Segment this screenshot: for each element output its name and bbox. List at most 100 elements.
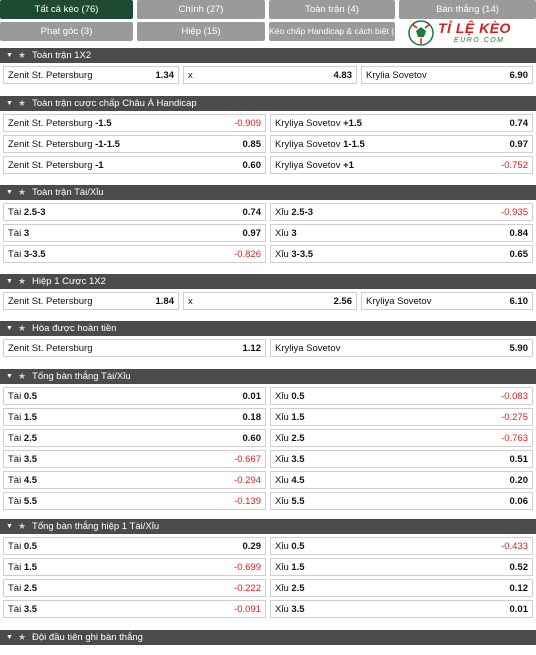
odds-cell[interactable]: Tài 5.5 -0.139 <box>3 492 266 510</box>
section-header[interactable]: ▼ ★ Tổng bàn thắng hiệp 1 Tài/Xỉu <box>0 519 536 534</box>
odds-cell[interactable]: Zenit St. Petersburg -1.5 -0.909 <box>3 114 266 132</box>
odds-cell[interactable]: Xỉu 3-3.5 0.65 <box>270 245 533 263</box>
section-header[interactable]: ▼ ★ Toàn trận cược chấp Châu Á Handicap <box>0 96 536 111</box>
odds-cell[interactable]: Xỉu 3 0.84 <box>270 224 533 242</box>
star-icon[interactable]: ★ <box>17 521 27 531</box>
selection-label: Tài 2.5 <box>8 582 38 594</box>
odds-row: Tài 3 0.97 Xỉu 3 0.84 <box>0 224 536 245</box>
odds-cell[interactable]: Kryliya Sovetov 6.10 <box>361 292 533 310</box>
selection-label: Xỉu 0.5 <box>275 390 305 402</box>
odds-row: Tài 3-3.5 -0.826 Xỉu 3-3.5 0.65 <box>0 245 536 266</box>
odds-cell[interactable]: Xỉu 3.5 0.01 <box>270 600 533 618</box>
odds-cell[interactable]: Kryliya Sovetov +1 -0.752 <box>270 156 533 174</box>
odds-row: Zenit St. Petersburg 1.84 x 2.56 Kryliya Sov… <box>0 292 536 313</box>
caret-down-icon[interactable]: ▼ <box>6 523 13 530</box>
star-icon[interactable]: ★ <box>17 98 27 108</box>
odds-cell[interactable]: Tài 1.5 -0.699 <box>3 558 266 576</box>
section-title: Hòa được hoàn tiền <box>32 323 117 334</box>
star-icon[interactable]: ★ <box>17 187 27 197</box>
odds-cell[interactable]: Tài 2.5-3 0.74 <box>3 203 266 221</box>
section-header[interactable]: ▼ ★ Toàn trận 1X2 <box>0 48 536 63</box>
caret-down-icon[interactable]: ▼ <box>6 634 13 641</box>
handicap-line: 1.5 <box>23 561 38 573</box>
odds-cell[interactable]: Tài 0.5 0.01 <box>3 387 266 405</box>
odds-cell[interactable]: Xỉu 1.5 -0.275 <box>270 408 533 426</box>
caret-down-icon[interactable]: ▼ <box>6 278 13 285</box>
odds-cell[interactable]: Tài 3-3.5 -0.826 <box>3 245 266 263</box>
odds-cell[interactable]: Xỉu 0.5 -0.433 <box>270 537 533 555</box>
odds-cell[interactable]: Xỉu 5.5 0.06 <box>270 492 533 510</box>
odds-cell[interactable]: Xỉu 2.5-3 -0.935 <box>270 203 533 221</box>
tab-half[interactable]: Hiệp (15) <box>137 22 265 41</box>
odds-cell[interactable]: x 4.83 <box>183 66 357 84</box>
odds-cell[interactable]: Zenit St. Petersburg -1 0.60 <box>3 156 266 174</box>
odds-cell[interactable]: Krylia Sovetov 6.90 <box>361 66 533 84</box>
odds-value: 0.60 <box>242 159 262 171</box>
selection-label: Tài 2.5-3 <box>8 206 46 218</box>
caret-down-icon[interactable]: ▼ <box>6 373 13 380</box>
odds-row: Tài 3.5 -0.667 Xỉu 3.5 0.51 <box>0 450 536 471</box>
odds-cell[interactable]: Tài 2.5 0.60 <box>3 429 266 447</box>
odds-value: 0.29 <box>242 540 262 552</box>
odds-cell[interactable]: Xỉu 3.5 0.51 <box>270 450 533 468</box>
star-icon[interactable]: ★ <box>17 276 27 286</box>
selection-label: Zenit St. Petersburg <box>8 342 93 354</box>
odds-cell[interactable]: Xỉu 2.5 -0.763 <box>270 429 533 447</box>
selection-label: x <box>188 69 193 81</box>
tab-goals[interactable]: Bàn thắng (14) <box>399 0 536 19</box>
odds-cell[interactable]: Kryliya Sovetov +1.5 0.74 <box>270 114 533 132</box>
odds-cell[interactable]: Zenit St. Petersburg 1.12 <box>3 339 266 357</box>
odds-cell[interactable]: Xỉu 1.5 0.52 <box>270 558 533 576</box>
section-header[interactable]: ▼ ★ Đội đầu tiên ghi bàn thắng <box>0 630 536 645</box>
caret-down-icon[interactable]: ▼ <box>6 52 13 59</box>
tab-main[interactable]: Chính (27) <box>137 0 265 19</box>
selection-label: Tài 0.5 <box>8 540 38 552</box>
odds-cell[interactable]: Kryliya Sovetov 1-1.5 0.97 <box>270 135 533 153</box>
odds-row: Zenit St. Petersburg 1.12 Kryliya Sovetov 5… <box>0 339 536 360</box>
section-header[interactable]: ▼ ★ Tổng bàn thắng Tài/Xỉu <box>0 369 536 384</box>
caret-down-icon[interactable]: ▼ <box>6 189 13 196</box>
odds-cell[interactable]: Tài 3 0.97 <box>3 224 266 242</box>
section-header[interactable]: ▼ ★ Toàn trận Tài/Xỉu <box>0 185 536 200</box>
selection-label: Xỉu 3 <box>275 227 297 239</box>
odds-cell[interactable]: Tài 1.5 0.18 <box>3 408 266 426</box>
section-title: Tổng bàn thắng hiệp 1 Tài/Xỉu <box>32 521 160 532</box>
odds-cell[interactable]: Tài 4.5 -0.294 <box>3 471 266 489</box>
selection-label: Tài 3-3.5 <box>8 248 46 260</box>
odds-value: -0.826 <box>234 248 261 260</box>
caret-down-icon[interactable]: ▼ <box>6 100 13 107</box>
star-icon[interactable]: ★ <box>17 371 27 381</box>
tab-handicap[interactable]: Kèo chấp Handicap & cách biệt (3) <box>269 22 395 41</box>
selection-label: Xỉu 2.5-3 <box>275 206 314 218</box>
caret-down-icon[interactable]: ▼ <box>6 325 13 332</box>
selection-label: Tài 1.5 <box>8 561 38 573</box>
star-icon[interactable]: ★ <box>17 632 27 642</box>
odds-cell[interactable]: Zenit St. Petersburg -1-1.5 0.85 <box>3 135 266 153</box>
odds-cell[interactable]: Tài 3.5 -0.091 <box>3 600 266 618</box>
tab-corners[interactable]: Phạt góc (3) <box>0 22 133 41</box>
odds-cell[interactable]: Xỉu 2.5 0.12 <box>270 579 533 597</box>
odds-cell[interactable]: Xỉu 4.5 0.20 <box>270 471 533 489</box>
odds-cell[interactable]: Tài 0.5 0.29 <box>3 537 266 555</box>
tab-all[interactable]: Tất cả kèo (76) <box>0 0 133 19</box>
odds-cell[interactable]: Tài 2.5 -0.222 <box>3 579 266 597</box>
star-icon[interactable]: ★ <box>17 323 27 333</box>
site-logo[interactable]: TỈ LỆ KÈO EURO.COM <box>404 18 534 48</box>
section-header[interactable]: ▼ ★ Hòa được hoàn tiền <box>0 321 536 336</box>
tab-fulltime[interactable]: Toàn trận (4) <box>269 0 395 19</box>
selection-label: Xỉu 3-3.5 <box>275 248 314 260</box>
section-title: Toàn trận Tài/Xỉu <box>32 187 104 198</box>
odds-cell[interactable]: Zenit St. Petersburg 1.34 <box>3 66 179 84</box>
market-section: ▼ ★ Toàn trận cược chấp Châu Á Handicap Zen… <box>0 96 536 177</box>
handicap-line: +1 <box>343 159 354 171</box>
odds-value: 0.97 <box>509 138 529 150</box>
section-header[interactable]: ▼ ★ Hiệp 1 Cược 1X2 <box>0 274 536 289</box>
odds-cell[interactable]: x 2.56 <box>183 292 357 310</box>
handicap-line: 3-3.5 <box>291 248 314 260</box>
odds-cell[interactable]: Tài 3.5 -0.667 <box>3 450 266 468</box>
odds-cell[interactable]: Zenit St. Petersburg 1.84 <box>3 292 179 310</box>
star-icon[interactable]: ★ <box>17 50 27 60</box>
odds-cell[interactable]: Kryliya Sovetov 5.90 <box>270 339 533 357</box>
odds-cell[interactable]: Xỉu 0.5 -0.083 <box>270 387 533 405</box>
market-section: ▼ ★ Toàn trận 1X2 Zenit St. Petersburg 1.34 x… <box>0 48 536 87</box>
